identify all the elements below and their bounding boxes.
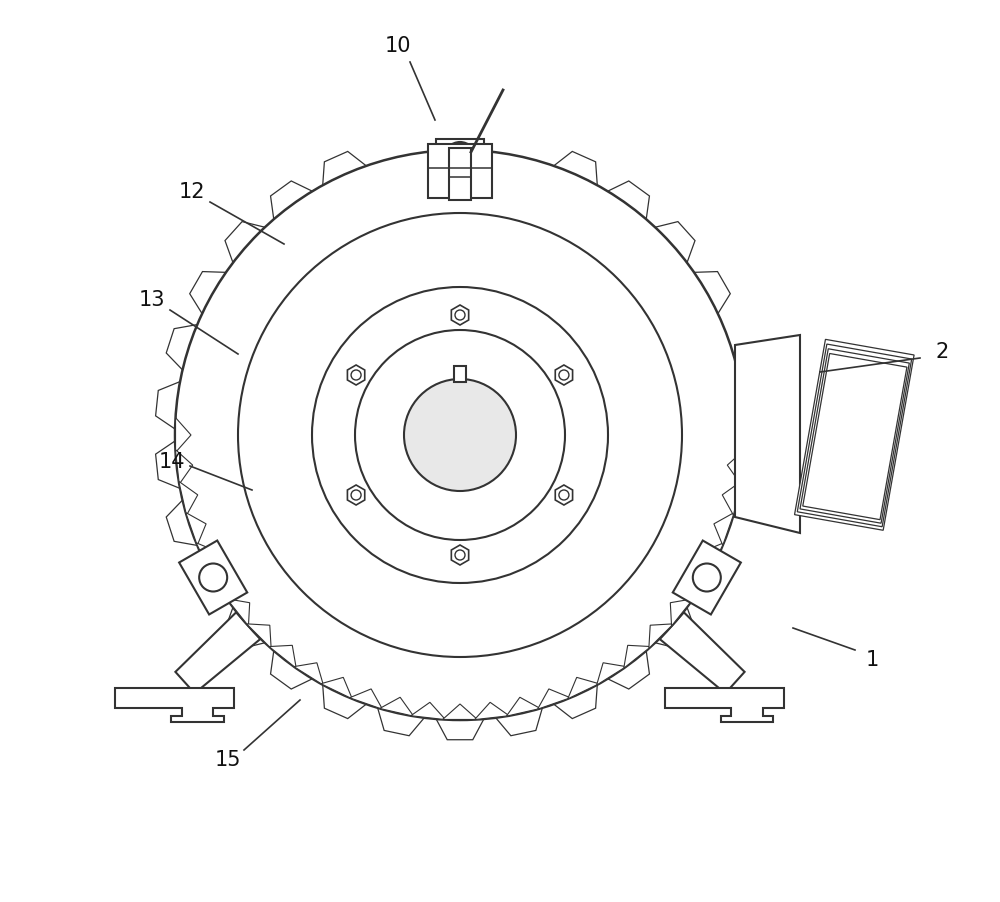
Polygon shape [380,697,414,716]
Polygon shape [190,557,226,598]
Circle shape [351,370,361,380]
Polygon shape [225,222,265,262]
Polygon shape [411,703,445,720]
Polygon shape [451,305,469,325]
Polygon shape [196,543,218,574]
Polygon shape [247,624,271,649]
Polygon shape [702,543,724,574]
Polygon shape [538,689,570,709]
Polygon shape [555,365,573,385]
Polygon shape [225,607,265,649]
Text: 15: 15 [215,750,241,770]
Polygon shape [496,708,542,736]
Polygon shape [156,441,180,488]
Polygon shape [649,624,673,649]
Polygon shape [175,612,260,694]
Text: 13: 13 [139,290,165,310]
Bar [428,144,492,198]
Polygon shape [735,335,800,533]
Polygon shape [694,272,730,314]
Circle shape [455,550,465,560]
Polygon shape [347,485,365,505]
Polygon shape [190,272,226,314]
Polygon shape [506,697,540,716]
Polygon shape [797,344,912,527]
Polygon shape [294,663,323,686]
Circle shape [559,370,569,380]
Polygon shape [597,663,626,686]
Polygon shape [271,181,312,219]
Polygon shape [436,719,484,740]
Polygon shape [655,607,695,649]
Polygon shape [727,449,745,484]
Polygon shape [347,365,365,385]
Polygon shape [670,599,693,626]
Text: 1: 1 [865,650,879,670]
Polygon shape [115,687,234,722]
Bar [449,148,471,200]
Polygon shape [673,540,741,614]
Polygon shape [210,572,232,601]
Polygon shape [803,354,907,520]
Text: 10: 10 [385,36,411,56]
Polygon shape [608,181,649,219]
Bar [436,139,484,177]
Polygon shape [179,540,247,614]
Polygon shape [451,545,469,565]
Polygon shape [665,687,784,722]
Circle shape [559,490,569,500]
Polygon shape [443,704,477,720]
Polygon shape [175,449,193,484]
Polygon shape [269,645,296,668]
Polygon shape [271,650,312,689]
Polygon shape [688,572,710,601]
Circle shape [351,490,361,500]
Polygon shape [655,222,695,262]
Polygon shape [156,382,180,429]
Polygon shape [722,482,741,515]
Circle shape [455,310,465,320]
Polygon shape [568,677,599,699]
Polygon shape [350,689,382,709]
Text: 2: 2 [935,342,949,362]
Polygon shape [624,645,651,668]
Text: 12: 12 [179,182,205,202]
Bar [454,366,466,382]
Polygon shape [554,152,597,185]
Polygon shape [608,650,649,689]
Circle shape [175,150,745,720]
Polygon shape [554,685,597,719]
Circle shape [355,330,565,540]
Circle shape [693,564,721,592]
Polygon shape [186,512,206,546]
Polygon shape [660,612,745,694]
Polygon shape [694,557,730,598]
Circle shape [444,142,476,174]
Polygon shape [166,500,197,546]
Polygon shape [176,418,191,453]
Circle shape [199,564,227,592]
Circle shape [312,287,608,583]
Polygon shape [800,349,909,523]
Circle shape [238,213,682,657]
Polygon shape [555,485,573,505]
Polygon shape [321,677,352,699]
Polygon shape [166,325,197,370]
Polygon shape [714,512,734,546]
Polygon shape [323,152,366,185]
Polygon shape [795,339,914,530]
Polygon shape [227,599,250,626]
Polygon shape [179,482,198,515]
Polygon shape [378,708,424,736]
Circle shape [404,379,516,491]
Polygon shape [475,703,509,720]
Polygon shape [323,685,366,719]
Text: 14: 14 [159,452,185,472]
